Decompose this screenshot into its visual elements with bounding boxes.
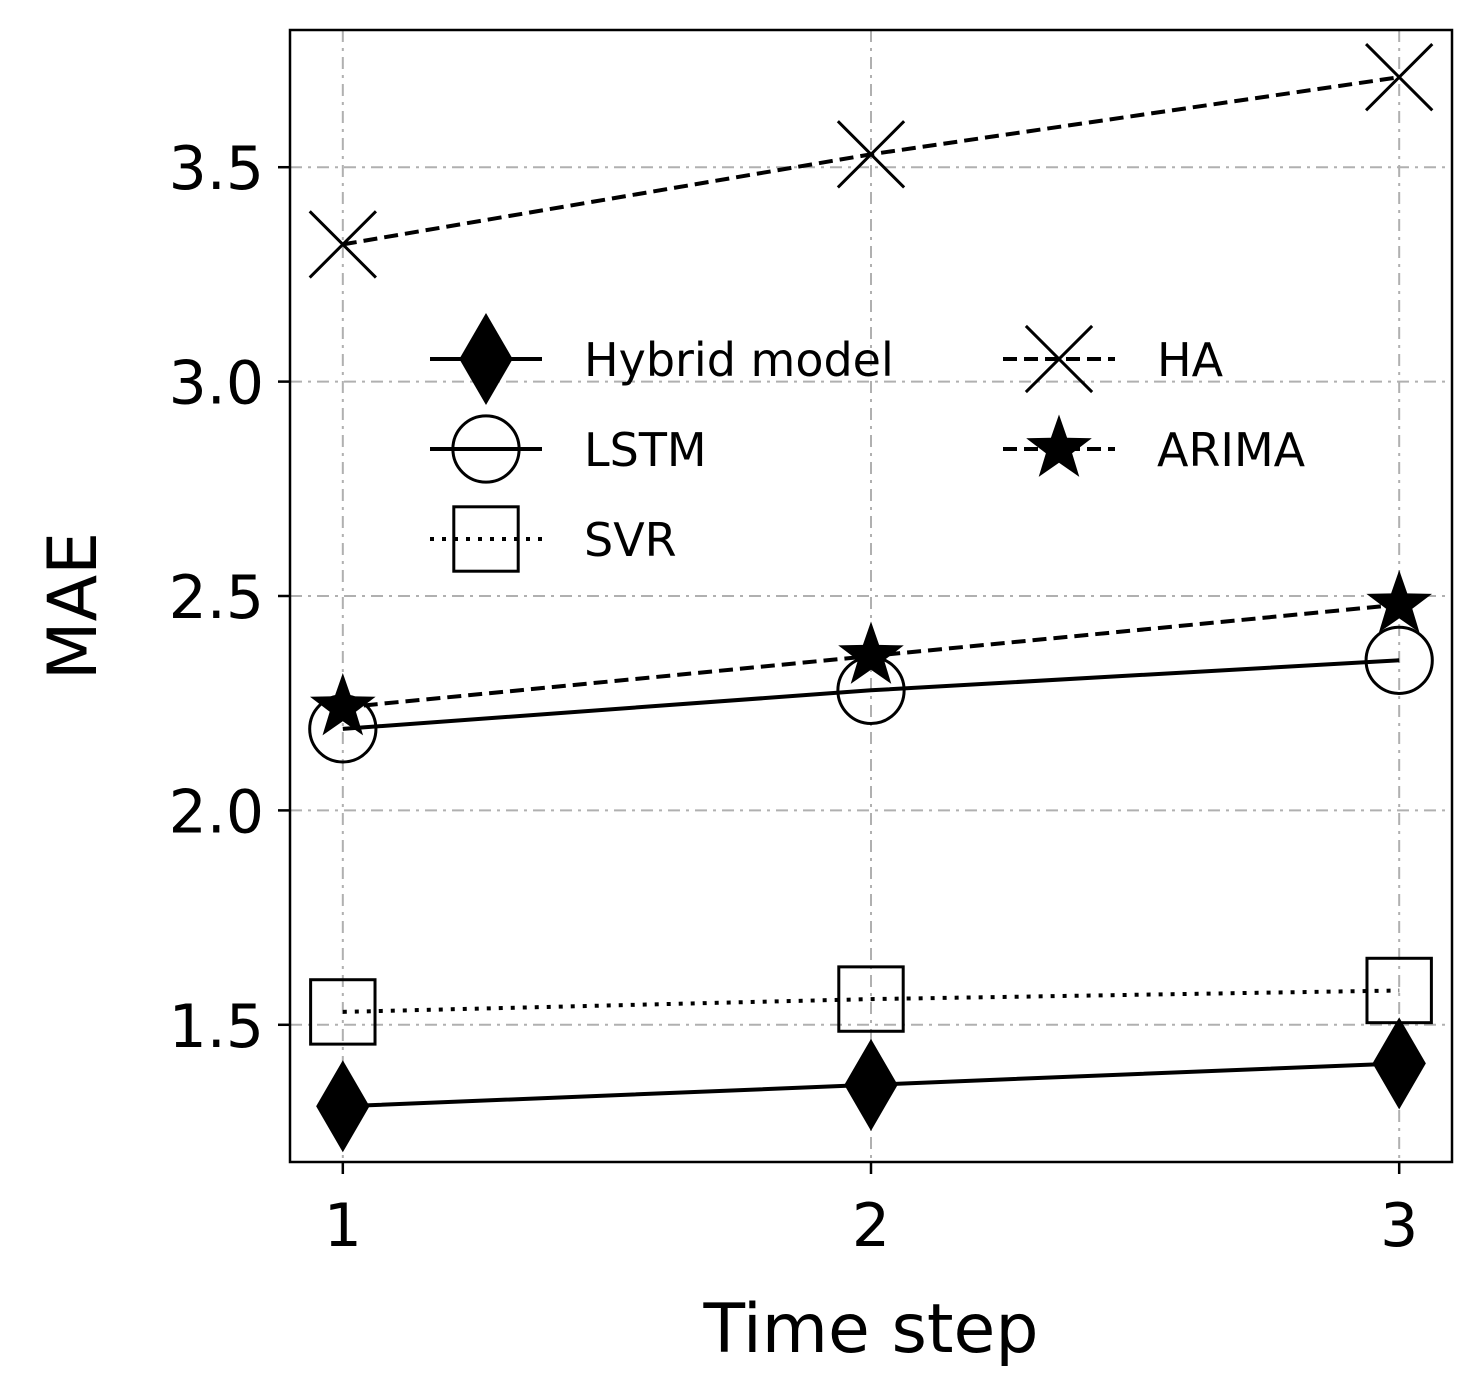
y-tick-label-3.0: 3.0: [169, 349, 264, 419]
ticks: 1 2 3 1.5 2.0 2.5 3.0 3.5: [169, 134, 1419, 1261]
point-hybrid-model-1: [316, 1060, 370, 1153]
point-arima-2: [838, 621, 904, 684]
legend-marker-arima: [1026, 414, 1092, 477]
series-arima: [310, 570, 1432, 736]
legend-item-arima: ARIMA: [1003, 414, 1306, 477]
point-hybrid-model-3: [1372, 1017, 1426, 1110]
point-svr-3: [1365, 956, 1433, 1025]
point-arima-3: [1366, 570, 1432, 633]
series-svr: [309, 956, 1433, 1046]
legend-label-ha: HA: [1157, 333, 1224, 387]
legend-label-svr: SVR: [584, 513, 677, 567]
legend-label-lstm: LSTM: [584, 423, 707, 477]
legend-marker-lstm: [451, 414, 521, 484]
series-layer: [308, 42, 1434, 1153]
legend-marker-ha: [1024, 324, 1094, 394]
y-tick-label-1.5: 1.5: [169, 992, 264, 1062]
legend-item-lstm: LSTM: [430, 414, 707, 484]
grid: [290, 30, 1452, 1162]
y-tick-label-3.5: 3.5: [169, 134, 264, 204]
y-tick-label-2.0: 2.0: [169, 777, 264, 847]
point-ha-1: [308, 210, 377, 279]
x-axis-title: Time step: [702, 1290, 1038, 1369]
point-svr-2: [837, 965, 905, 1033]
x-tick-label-2: 2: [852, 1191, 890, 1261]
legend-item-svr: SVR: [430, 505, 677, 573]
series-line-lstm: [342, 658, 1400, 731]
point-ha-3: [1364, 42, 1434, 112]
point-arima-1: [310, 673, 376, 736]
legend-label-arima: ARIMA: [1157, 423, 1306, 477]
point-svr-1: [309, 978, 377, 1046]
legend-label-hybrid-model: Hybrid model: [584, 333, 894, 387]
y-tick-label-2.5: 2.5: [169, 563, 264, 633]
legend-item-ha: HA: [1003, 324, 1224, 394]
y-axis-title: MAE: [34, 532, 113, 680]
legend-item-hybrid-model: Hybrid model: [430, 313, 894, 405]
point-lstm-3: [1364, 625, 1434, 695]
series-hybrid-model: [316, 1017, 1426, 1153]
legend-marker-svr: [452, 505, 520, 573]
x-tick-label-3: 3: [1380, 1191, 1418, 1261]
legend-marker-hybrid-model: [459, 313, 513, 405]
series-line-svr: [342, 988, 1400, 1014]
point-ha-2: [836, 120, 906, 189]
legend: Hybrid model LSTM SVR HA ARIMA: [430, 313, 1306, 573]
series-ha: [308, 42, 1434, 279]
point-hybrid-model-2: [844, 1038, 898, 1131]
x-tick-label-1: 1: [324, 1191, 362, 1261]
